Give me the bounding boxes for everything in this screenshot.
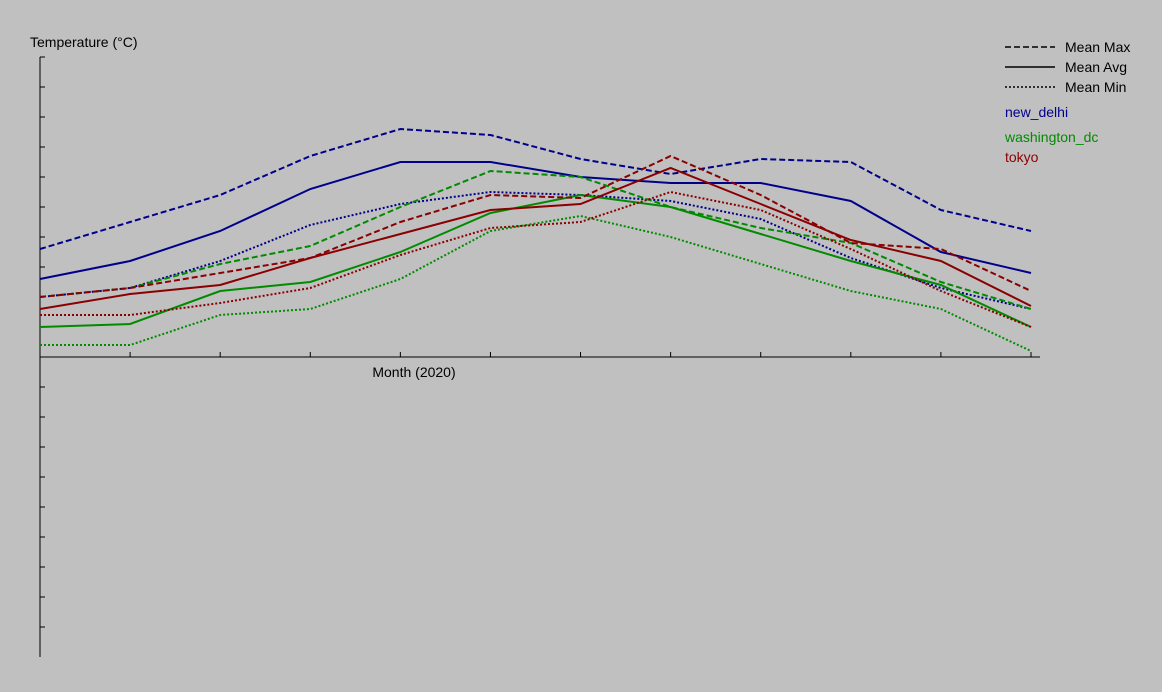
legend-line-styles: Mean Max Mean Avg Mean Min bbox=[1005, 39, 1130, 95]
series-line-washington-dc-min bbox=[40, 214, 1032, 352]
series-line-new-delhi-min bbox=[39, 190, 1032, 310]
series-line-washington-dc-avg bbox=[39, 193, 1032, 328]
series-line-new-delhi-avg bbox=[39, 161, 1032, 280]
series-line-tokyo-avg bbox=[39, 166, 1032, 310]
y-axis-label: Temperature (°C) bbox=[30, 34, 138, 50]
x-axis-label: Month (2020) bbox=[372, 364, 455, 380]
axes bbox=[39, 56, 1040, 657]
legend-series-label: washington_dc bbox=[1004, 129, 1098, 145]
series-line-tokyo-max bbox=[39, 154, 1032, 298]
legend: Mean Max Mean Avg Mean Min new_delhiwashin… bbox=[1004, 39, 1130, 165]
legend-series-label: tokyo bbox=[1005, 149, 1039, 165]
legend-style-label: Mean Min bbox=[1065, 79, 1126, 95]
legend-style-label: Mean Avg bbox=[1065, 59, 1127, 75]
y-axis-ticks bbox=[40, 56, 45, 628]
series-line-tokyo-min bbox=[40, 190, 1032, 328]
series-lines bbox=[39, 127, 1032, 352]
x-axis-ticks bbox=[39, 352, 1032, 357]
series-line-washington-dc-max bbox=[39, 169, 1032, 310]
legend-style-label: Mean Max bbox=[1065, 39, 1130, 55]
legend-series-label: new_delhi bbox=[1005, 104, 1068, 120]
series-line-new-delhi-max bbox=[39, 127, 1032, 250]
